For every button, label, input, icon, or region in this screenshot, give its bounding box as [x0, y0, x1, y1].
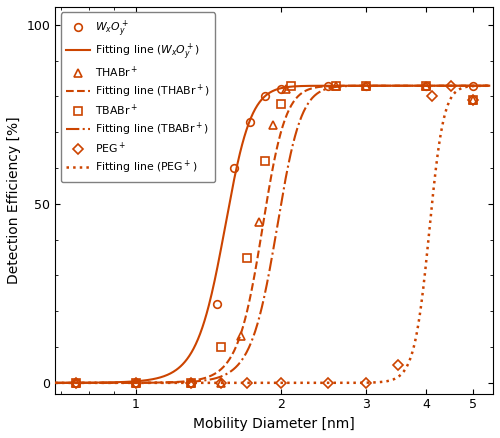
PEG$^+$	[396, 362, 402, 367]
X-axis label: Mobility Diameter [nm]: Mobility Diameter [nm]	[194, 417, 355, 431]
Fitting line (TBABr$^+$)	[342, 84, 348, 89]
PEG$^+$	[470, 97, 476, 102]
Line: THABr$^+$: THABr$^+$	[72, 82, 477, 387]
Fitting line ($W_xO_y^+$)	[379, 83, 385, 88]
Fitting line ($W_xO_y^+$)	[248, 114, 254, 119]
Fitting line (TBABr$^+$)	[248, 339, 254, 344]
TBABr$^+$	[188, 380, 194, 385]
Line: Fitting line (PEG$^+$): Fitting line (PEG$^+$)	[55, 86, 489, 383]
Fitting line (PEG$^+$)	[52, 380, 58, 385]
Fitting line (PEG$^+$)	[129, 380, 135, 385]
PEG$^+$	[218, 380, 224, 385]
TBABr$^+$	[288, 83, 294, 88]
Fitting line (TBABr$^+$)	[308, 97, 314, 102]
Line: Fitting line (TBABr$^+$): Fitting line (TBABr$^+$)	[55, 86, 489, 383]
Fitting line ($W_xO_y^+$)	[129, 379, 135, 384]
Fitting line (THABr$^+$)	[164, 380, 170, 385]
THABr$^+$	[133, 380, 139, 385]
THABr$^+$	[284, 87, 290, 92]
TBABr$^+$	[73, 380, 79, 385]
$W_xO_y^+$	[73, 380, 79, 385]
$W_xO_y^+$	[133, 380, 139, 385]
Fitting line (PEG$^+$)	[486, 83, 492, 88]
PEG$^+$	[244, 380, 250, 385]
THABr$^+$	[188, 380, 194, 385]
PEG$^+$	[325, 380, 331, 385]
Fitting line ($W_xO_y^+$)	[164, 372, 170, 378]
Fitting line (PEG$^+$)	[248, 380, 254, 385]
TBABr$^+$	[262, 158, 268, 163]
$W_xO_y^+$	[325, 83, 331, 88]
PEG$^+$	[363, 380, 369, 385]
Fitting line (THABr$^+$)	[52, 380, 58, 385]
$W_xO_y^+$	[214, 301, 220, 307]
Fitting line ($W_xO_y^+$)	[308, 83, 314, 88]
Line: Fitting line ($W_xO_y^+$): Fitting line ($W_xO_y^+$)	[55, 86, 489, 383]
Fitting line ($W_xO_y^+$)	[486, 83, 492, 88]
TBABr$^+$	[363, 83, 369, 88]
Line: Fitting line (THABr$^+$): Fitting line (THABr$^+$)	[55, 86, 489, 383]
$W_xO_y^+$	[470, 83, 476, 88]
Fitting line (TBABr$^+$)	[486, 83, 492, 88]
Fitting line (THABr$^+$)	[379, 83, 385, 88]
Fitting line (TBABr$^+$)	[52, 380, 58, 385]
Fitting line ($W_xO_y^+$)	[342, 83, 348, 88]
THABr$^+$	[470, 97, 476, 102]
$W_xO_y^+$	[188, 380, 194, 385]
PEG$^+$	[278, 380, 284, 385]
TBABr$^+$	[424, 83, 430, 88]
Fitting line (TBABr$^+$)	[164, 380, 170, 385]
Fitting line (THABr$^+$)	[129, 380, 135, 385]
PEG$^+$	[73, 380, 79, 385]
PEG$^+$	[448, 83, 454, 88]
Fitting line (TBABr$^+$)	[379, 83, 385, 88]
Fitting line (THABr$^+$)	[342, 83, 348, 88]
Fitting line (PEG$^+$)	[342, 380, 348, 385]
$W_xO_y^+$	[363, 83, 369, 88]
TBABr$^+$	[470, 97, 476, 102]
THABr$^+$	[238, 334, 244, 339]
THABr$^+$	[424, 83, 430, 88]
Legend: $W_xO_y^+$, Fitting line ($W_xO_y^+$), THABr$^+$, Fitting line (THABr$^+$), TBAB: $W_xO_y^+$, Fitting line ($W_xO_y^+$), T…	[60, 12, 216, 182]
Y-axis label: Detection Efficiency [%]: Detection Efficiency [%]	[7, 117, 21, 284]
Fitting line (PEG$^+$)	[164, 380, 170, 385]
$W_xO_y^+$	[246, 119, 252, 124]
PEG$^+$	[428, 94, 434, 99]
Fitting line (THABr$^+$)	[248, 288, 254, 293]
TBABr$^+$	[218, 344, 224, 350]
$W_xO_y^+$	[232, 166, 237, 171]
$W_xO_y^+$	[262, 94, 268, 99]
THABr$^+$	[73, 380, 79, 385]
Fitting line (PEG$^+$)	[379, 379, 385, 385]
THABr$^+$	[333, 83, 339, 88]
Fitting line (TBABr$^+$)	[129, 380, 135, 385]
PEG$^+$	[133, 380, 139, 385]
TBABr$^+$	[278, 101, 284, 106]
Line: PEG$^+$: PEG$^+$	[72, 82, 477, 387]
TBABr$^+$	[333, 83, 339, 88]
Fitting line (THABr$^+$)	[486, 83, 492, 88]
THABr$^+$	[218, 380, 224, 385]
Fitting line (PEG$^+$)	[308, 380, 314, 385]
PEG$^+$	[188, 380, 194, 385]
Line: $W_xO_y^+$: $W_xO_y^+$	[72, 82, 477, 387]
TBABr$^+$	[133, 380, 139, 385]
Line: TBABr$^+$: TBABr$^+$	[72, 82, 477, 387]
THABr$^+$	[363, 83, 369, 88]
Fitting line ($W_xO_y^+$)	[478, 83, 484, 88]
THABr$^+$	[270, 123, 276, 128]
TBABr$^+$	[244, 255, 250, 260]
Fitting line ($W_xO_y^+$)	[52, 380, 58, 385]
$W_xO_y^+$	[278, 87, 284, 92]
$W_xO_y^+$	[424, 83, 430, 88]
THABr$^+$	[256, 219, 262, 224]
Fitting line (THABr$^+$)	[308, 86, 314, 91]
